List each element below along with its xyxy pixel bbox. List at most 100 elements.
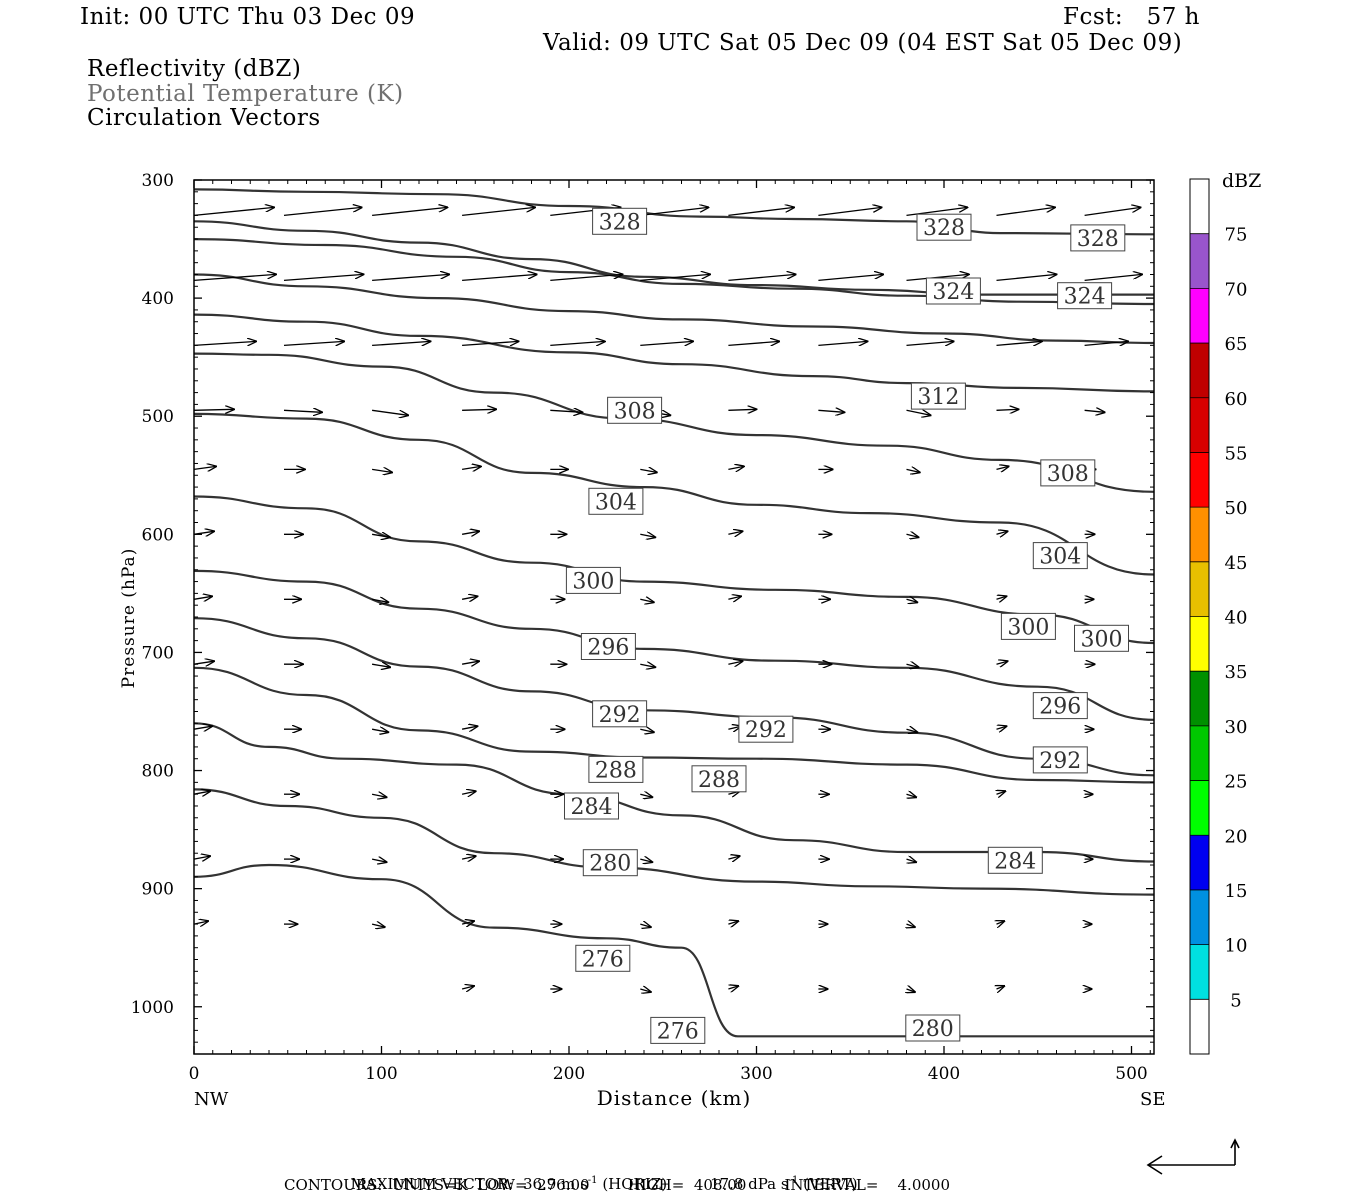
contour-labels: 328 328 328 324 324 312 308 308 304 304 300 300 300 2… <box>564 207 1129 1044</box>
x-tick-label: 200 <box>553 1064 585 1084</box>
vector-arrow <box>906 410 931 415</box>
colorbar-segment <box>1190 179 1209 234</box>
vector-arrow <box>996 726 1007 729</box>
vector-arrow <box>193 856 210 859</box>
contour-label-text: 276 <box>657 1019 699 1044</box>
vector-arrow <box>461 791 476 794</box>
circulation-vectors <box>193 207 1142 992</box>
contour-label-box <box>1032 542 1088 570</box>
vector-arrow <box>193 409 234 410</box>
vector-arrow <box>283 341 344 347</box>
y-tick-label: 800 <box>142 762 174 782</box>
vector-arrow <box>728 531 742 534</box>
contour-label: 304 <box>588 487 644 515</box>
colorbar-tick-label: 50 <box>1225 498 1248 519</box>
vector-arrow <box>640 207 708 217</box>
vector-arrow <box>640 341 693 345</box>
colorbar-segment <box>1190 944 1209 1000</box>
contour-label-box <box>910 382 966 410</box>
vector-arrow <box>728 274 795 282</box>
vector-arrow <box>906 274 969 282</box>
vector-arrow <box>371 924 385 927</box>
colorbar-segment <box>1190 561 1209 617</box>
vector-arrow <box>997 986 1005 989</box>
colorbar-tick-label: 75 <box>1225 225 1248 246</box>
contour-label: 300 <box>1074 624 1129 652</box>
contour-label-text: 296 <box>587 636 629 661</box>
contour-label-text: 280 <box>589 852 631 877</box>
contour-label-box <box>1032 692 1088 720</box>
vector-arrow <box>640 599 654 602</box>
vector-arrow <box>640 534 655 537</box>
x-tick-label: 100 <box>365 1064 397 1084</box>
contour-label-text: 288 <box>595 758 637 783</box>
reference-vector-icon <box>1146 1138 1240 1175</box>
contour-label-box <box>580 633 636 660</box>
vector-arrow <box>907 924 915 927</box>
vector-arrow <box>906 534 919 537</box>
contour-label-box <box>738 715 794 743</box>
contour-label-text: 324 <box>932 280 974 305</box>
contour-label-text: 284 <box>571 795 613 820</box>
vector-arrow <box>728 596 741 599</box>
vector-arrow <box>461 661 479 664</box>
vector-arrow <box>728 207 794 217</box>
vector-arrow <box>371 664 390 667</box>
vector-arrow <box>728 466 743 469</box>
vector-arrow <box>640 924 651 927</box>
contour-label: 304 <box>1032 542 1088 570</box>
contour-label-box <box>905 1014 961 1042</box>
theta-contour-312 <box>193 313 1155 393</box>
contour-label-text: 300 <box>1081 627 1123 652</box>
vector-arrow <box>640 469 657 472</box>
vector-arrow <box>371 534 390 537</box>
colorbar-tick-label: 20 <box>1225 826 1248 847</box>
contour-label: 308 <box>1040 459 1096 487</box>
x-end-label-nw: NW <box>194 1089 229 1110</box>
contour-label: 296 <box>1032 692 1088 720</box>
vector-arrow <box>818 274 883 282</box>
colorbar-tick-label: 5 <box>1230 990 1241 1011</box>
contour-label-box <box>607 396 663 424</box>
contour-label: 328 <box>592 207 648 235</box>
contour-label: 284 <box>564 792 619 820</box>
vector-arrow <box>728 921 738 924</box>
contour-label-text: 292 <box>1039 749 1081 774</box>
x-tick-label: 500 <box>1115 1064 1147 1084</box>
max-vector-line: MAXIMUM VECTOR: 36.9 m s-1 (HORIZ) 17.8 … <box>341 1157 858 1193</box>
vector-arrow <box>461 596 477 599</box>
colorbar-segment <box>1190 288 1209 344</box>
vector-arrow <box>728 409 756 410</box>
y-tick-label: 900 <box>142 880 174 900</box>
y-axis-label: Pressure (hPa) <box>119 548 139 689</box>
contour-label-text: 276 <box>582 947 624 972</box>
contour-label-box <box>1032 746 1088 774</box>
contour-label: 276 <box>650 1016 706 1044</box>
max-vector-vert-tag: (VERT) <box>803 1175 858 1193</box>
theta-contour-292 <box>193 617 1155 777</box>
contour-label-box <box>592 207 648 235</box>
y-tick-label: 600 <box>142 525 174 545</box>
theta-contour-308 <box>193 352 1155 493</box>
contour-label: 288 <box>691 765 747 793</box>
vector-arrow <box>372 274 449 282</box>
colorbar-tick-label: 70 <box>1225 279 1248 300</box>
theta-contour-296 <box>193 569 1155 721</box>
vector-arrow <box>906 599 918 602</box>
contour-label: 292 <box>738 715 794 743</box>
vector-arrow <box>461 921 474 924</box>
vector-arrow <box>906 664 919 667</box>
vector-arrow <box>996 466 1009 469</box>
theta-contour-316 <box>193 273 1155 345</box>
vector-arrow <box>193 274 276 282</box>
contour-label-text: 288 <box>698 768 740 793</box>
vector-arrow <box>461 726 477 729</box>
contour-label-text: 300 <box>1007 615 1049 640</box>
vector-arrow <box>371 859 386 862</box>
vector-arrow <box>906 729 918 732</box>
contour-label: 308 <box>607 396 663 424</box>
vector-arrow <box>728 986 738 989</box>
vector-arrow <box>640 859 652 862</box>
vector-arrow <box>997 791 1006 794</box>
